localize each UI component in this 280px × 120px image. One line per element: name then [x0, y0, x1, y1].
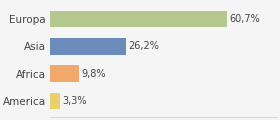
Bar [50, 65, 79, 82]
Text: 3,3%: 3,3% [62, 96, 87, 106]
Bar [50, 38, 126, 55]
Text: 9,8%: 9,8% [81, 69, 106, 79]
Bar [50, 93, 60, 109]
Bar [50, 11, 227, 27]
Text: 60,7%: 60,7% [229, 14, 260, 24]
Text: 26,2%: 26,2% [129, 41, 160, 51]
